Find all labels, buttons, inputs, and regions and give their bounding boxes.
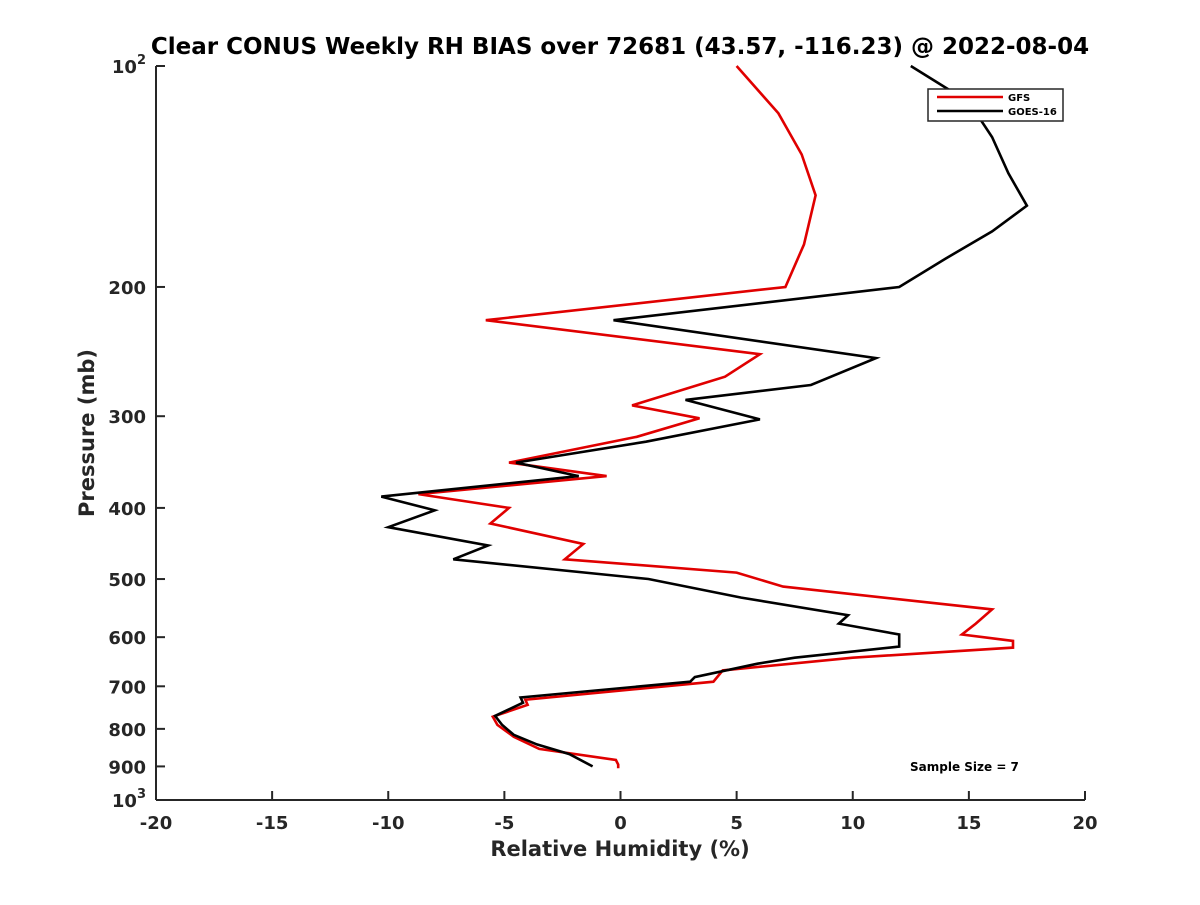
series-line-goes-16 xyxy=(380,64,1029,768)
y-tick-label: 300 xyxy=(108,407,146,428)
x-tick-label: 5 xyxy=(730,813,743,834)
y-tick-label: 600 xyxy=(108,628,146,649)
x-axis-label: Relative Humidity (%) xyxy=(490,837,749,861)
legend-label-gfs: GFS xyxy=(1008,93,1030,104)
x-tick-label: 20 xyxy=(1072,813,1097,834)
x-tick-label: -20 xyxy=(140,813,173,834)
y-axis-label: Pressure (mb) xyxy=(75,349,99,517)
sample-size-annotation: Sample Size = 7 xyxy=(910,760,1019,774)
series-lines xyxy=(380,64,1029,769)
x-tick-label: 15 xyxy=(956,813,981,834)
x-tick-label: -15 xyxy=(256,813,289,834)
legend-label-goes-16: GOES-16 xyxy=(1008,107,1057,118)
y-tick-label: 200 xyxy=(108,278,146,299)
y-axis-ticks: 102 200 300 400 500 600 700 800 900 103 xyxy=(108,53,165,812)
x-tick-label: 10 xyxy=(840,813,865,834)
y-tick-label: 103 xyxy=(112,787,146,812)
x-tick-label: -10 xyxy=(372,813,405,834)
x-tick-label: -5 xyxy=(494,813,514,834)
y-tick-label: 500 xyxy=(108,570,146,591)
chart-title: Clear CONUS Weekly RH BIAS over 72681 (4… xyxy=(151,34,1089,60)
y-tick-label: 700 xyxy=(108,677,146,698)
legend: GFS GOES-16 xyxy=(927,88,1064,122)
x-axis-ticks: -20 -15 -10 -5 0 5 10 15 20 xyxy=(140,791,1098,834)
y-tick-label: 102 xyxy=(112,53,146,78)
x-tick-label: 0 xyxy=(614,813,627,834)
legend-box xyxy=(927,88,1064,122)
y-tick-label: 900 xyxy=(108,757,146,778)
series-line-gfs xyxy=(418,65,1015,769)
plot-area: -20 -15 -10 -5 0 5 10 15 20 102 200 300 400 500 600 70… xyxy=(108,53,1097,834)
y-tick-label: 400 xyxy=(108,499,146,520)
y-tick-label: 800 xyxy=(108,720,146,741)
